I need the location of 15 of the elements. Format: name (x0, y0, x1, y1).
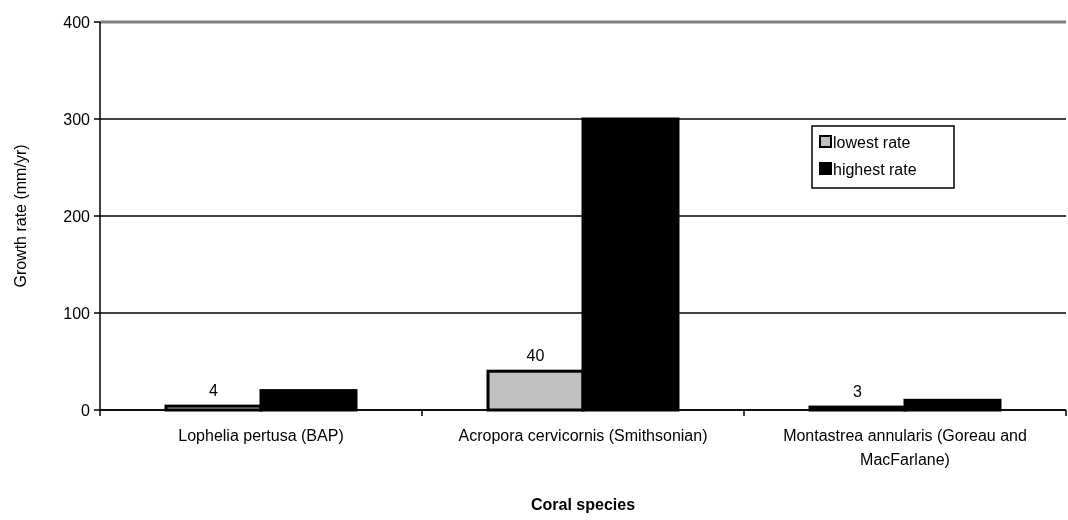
y-tick-label: 300 (63, 110, 91, 128)
y-tick-label: 200 (63, 207, 91, 225)
data-label: 40 (526, 347, 545, 365)
x-tick-label: Lophelia pertusa (BAP) (178, 427, 344, 444)
y-tick-label: 0 (81, 401, 91, 419)
legend-label: lowest rate (833, 133, 911, 151)
x-tick-label: Acropora cervicornis (Smithsonian) (458, 427, 708, 444)
y-tick-label: 100 (63, 304, 91, 322)
y-axis-title: Growth rate (mm/yr) (12, 144, 29, 288)
y-tick-label: 400 (63, 13, 91, 31)
data-label: 4 (209, 382, 219, 400)
x-axis-title: Coral species (530, 496, 636, 513)
data-label: 3 (853, 383, 863, 401)
x-tick-label: Montastrea annularis (Goreau and MacFarlane) (783, 427, 1027, 468)
legend-label: highest rate (833, 160, 917, 178)
